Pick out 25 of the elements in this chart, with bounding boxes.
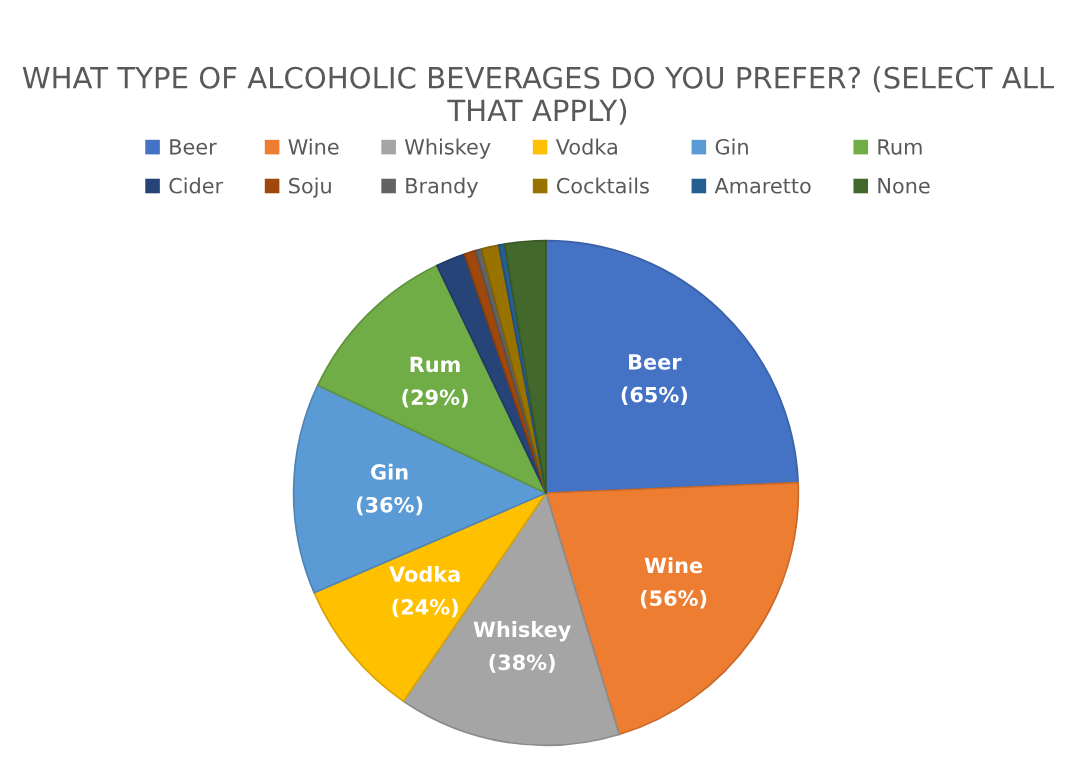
slice-label: Gin bbox=[371, 463, 408, 480]
legend-label: Soju bbox=[289, 177, 331, 198]
legend-label: Brandy bbox=[406, 177, 478, 198]
slice-label: Wine bbox=[644, 557, 703, 574]
data-label: (65%) bbox=[621, 386, 688, 406]
legend-label: Cider bbox=[169, 177, 224, 194]
legend-label: Wine bbox=[288, 138, 339, 155]
data-label: (38%) bbox=[489, 654, 555, 673]
legend-label: Whiskey bbox=[404, 138, 491, 159]
chart-title: WHAT TYPE OF ALCOHOLIC BEVERAGES DO YOU PREFER? (SELECT ALL THAT APPLY) bbox=[22, 66, 1055, 125]
data-label: (36%) bbox=[356, 496, 423, 516]
slice-label: Beer bbox=[629, 354, 682, 370]
legend-label: Gin bbox=[715, 138, 748, 155]
legend-label: Amaretto bbox=[714, 178, 811, 194]
slice-label: Vodka bbox=[389, 565, 460, 583]
legend-label: None bbox=[878, 178, 930, 194]
data-label: (29%) bbox=[402, 389, 468, 408]
legend-label: Vodka bbox=[555, 138, 617, 155]
data-label: (56%) bbox=[640, 589, 707, 609]
legend-label: Cocktails bbox=[556, 177, 649, 194]
legend-label: Rum bbox=[878, 139, 922, 155]
data-label: (24%) bbox=[392, 598, 458, 618]
legend-label: Beer bbox=[170, 139, 217, 155]
slice-label: Rum bbox=[410, 356, 460, 373]
slice-label: Whiskey bbox=[473, 621, 571, 642]
